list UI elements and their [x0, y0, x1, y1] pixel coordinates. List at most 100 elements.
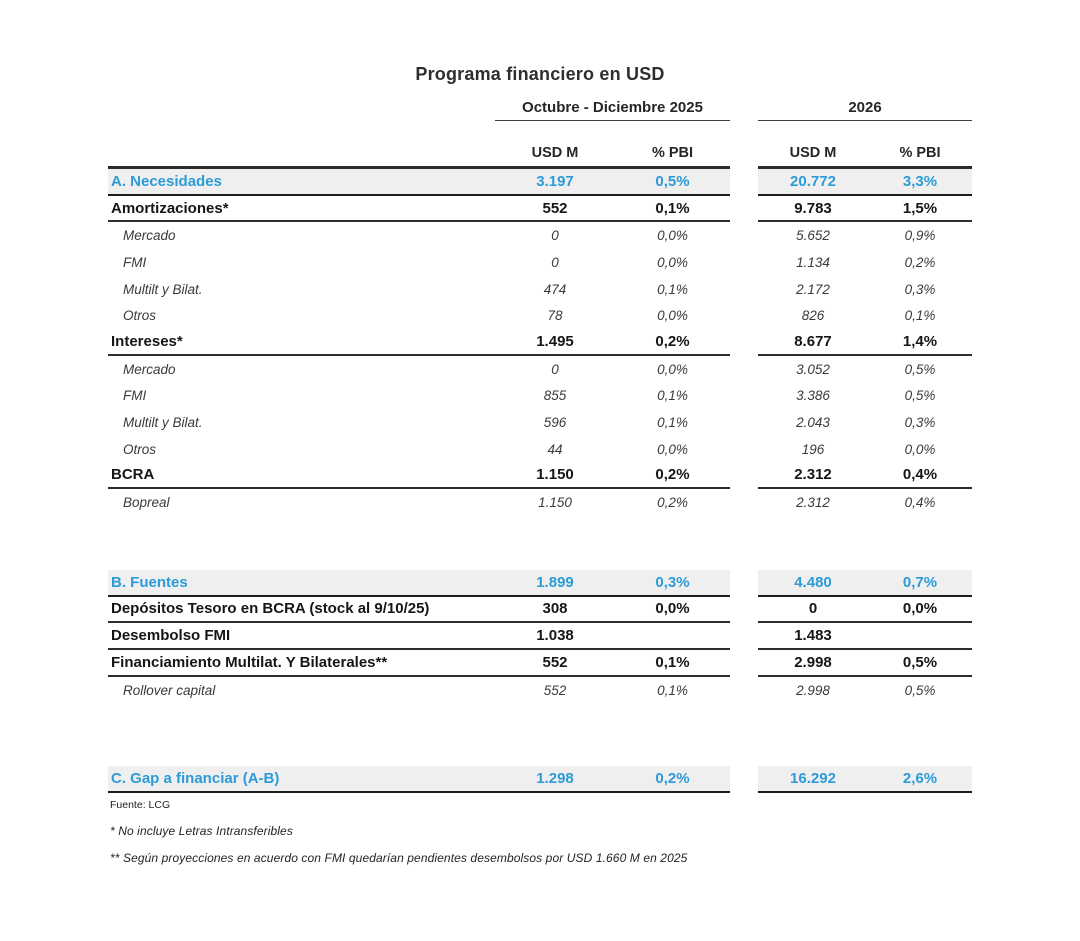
value-usdm-2025: 1.150 [495, 463, 615, 490]
column-gap [730, 650, 758, 677]
value-usdm-2026: 9.783 [758, 196, 868, 223]
value-usdm-2026: 1.483 [758, 623, 868, 650]
table-row: Otros 44 0,0% 196 0,0% [108, 435, 972, 463]
value-pbi-2026: 0,2% [904, 254, 936, 270]
row-label: Multilt y Bilat. [123, 281, 203, 297]
value-usdm-2025: 596 [543, 415, 567, 431]
column-gap [730, 195, 758, 223]
column-gap [730, 766, 758, 794]
row-label: BCRA [108, 463, 495, 490]
value-pbi-2026: 0,5% [868, 650, 972, 677]
value-pbi-2025: 0,0% [615, 597, 730, 624]
column-gap [730, 222, 758, 250]
row-label: FMI [123, 254, 147, 270]
value-pbi-2025: 0,0% [657, 254, 688, 270]
table-row: Multilt y Bilat. 474 0,1% 2.172 0,3% [108, 275, 972, 303]
value-usdm-2025: 855 [543, 388, 567, 404]
value-usdm-2025: 0 [551, 361, 559, 377]
col-header-pbi-2026: % PBI [899, 145, 941, 161]
column-gap [730, 249, 758, 276]
value-usdm-2025: 552 [495, 650, 615, 677]
value-pbi-2025: 0,0% [657, 308, 688, 324]
column-gap [730, 169, 758, 196]
sub-header-row: USD M % PBI USD M % PBI [108, 121, 972, 169]
value-pbi-2026: 0,5% [904, 682, 936, 698]
column-gap [730, 329, 758, 356]
value-usdm-2025: 3.197 [495, 169, 615, 196]
row-label: C. Gap a financiar (A-B) [108, 766, 495, 794]
source-note: Fuente: LCG [110, 799, 171, 812]
value-pbi-2026: 0,4% [904, 495, 936, 511]
table-body: A. Necesidades 3.197 0,5% 20.772 3,3% Amortiz… [108, 169, 972, 794]
column-gap [730, 596, 758, 624]
value-pbi-2026: 0,0% [904, 441, 936, 457]
table-row: Financiamiento Multilat. Y Bilaterales**… [108, 650, 972, 677]
row-label: Rollover capital [123, 682, 216, 698]
column-gap [730, 676, 758, 704]
value-usdm-2026: 2.312 [796, 495, 830, 511]
row-label: FMI [123, 388, 147, 404]
table-row: Mercado 0 0,0% 3.052 0,5% [108, 355, 972, 383]
value-usdm-2025: 552 [543, 682, 567, 698]
table-row: Intereses* 1.495 0,2% 8.677 1,4% [108, 329, 972, 356]
column-gap [730, 355, 758, 383]
row-label: Financiamiento Multilat. Y Bilaterales** [108, 650, 495, 677]
table-row: FMI 0 0,0% 1.134 0,2% [108, 249, 972, 276]
value-pbi-2026: 2,6% [868, 766, 972, 794]
value-pbi-2026: 0,1% [904, 308, 936, 324]
table-row: B. Fuentes 1.899 0,3% 4.480 0,7% [108, 569, 972, 597]
value-usdm-2026: 3.052 [796, 361, 830, 377]
financial-program-sheet: Programa financiero en USD Octubre - Dic… [108, 64, 972, 865]
value-pbi-2025: 0,2% [615, 329, 730, 356]
table-row: A. Necesidades 3.197 0,5% 20.772 3,3% [108, 169, 972, 196]
value-pbi-2025: 0,1% [657, 388, 688, 404]
value-pbi-2025: 0,0% [657, 441, 688, 457]
value-usdm-2025: 0 [551, 228, 559, 244]
value-pbi-2026: 0,5% [904, 388, 936, 404]
value-usdm-2025: 78 [547, 308, 563, 324]
value-usdm-2026: 5.652 [796, 228, 830, 244]
column-gap [730, 462, 758, 490]
value-usdm-2025: 1.899 [495, 569, 615, 597]
table-row: Bopreal 1.150 0,2% 2.312 0,4% [108, 489, 972, 516]
value-pbi-2026 [868, 623, 972, 650]
section-gap [108, 516, 972, 570]
value-pbi-2026: 0,3% [904, 415, 936, 431]
value-usdm-2025: 1.150 [538, 495, 572, 511]
col-header-pbi-2025: % PBI [651, 145, 694, 161]
value-usdm-2026: 8.677 [758, 329, 868, 356]
row-label: Depósitos Tesoro en BCRA (stock al 9/10/… [108, 597, 495, 624]
value-usdm-2026: 2.312 [758, 463, 868, 490]
value-usdm-2025: 308 [495, 597, 615, 624]
value-pbi-2026: 1,5% [868, 196, 972, 223]
value-usdm-2025: 552 [495, 196, 615, 223]
value-usdm-2025: 474 [543, 281, 567, 297]
value-usdm-2025: 1.495 [495, 329, 615, 356]
col-header-usdm-2025: USD M [531, 145, 579, 161]
page-title: Programa financiero en USD [415, 64, 665, 84]
column-gap [730, 121, 758, 169]
row-label: Bopreal [123, 495, 170, 511]
table-row: FMI 855 0,1% 3.386 0,5% [108, 382, 972, 410]
row-label: Desembolso FMI [108, 623, 495, 650]
value-pbi-2026: 0,0% [868, 597, 972, 624]
row-label: Mercado [123, 228, 176, 244]
column-gap [730, 569, 758, 597]
value-pbi-2025: 0,1% [657, 281, 688, 297]
row-label: A. Necesidades [108, 169, 495, 196]
row-label: Multilt y Bilat. [123, 415, 203, 431]
value-pbi-2025: 0,1% [615, 650, 730, 677]
value-pbi-2026: 3,3% [868, 169, 972, 196]
value-usdm-2025: 44 [547, 441, 563, 457]
col-header-usdm-2026: USD M [789, 145, 837, 161]
row-label: Otros [123, 308, 157, 324]
table-row: BCRA 1.150 0,2% 2.312 0,4% [108, 462, 972, 490]
value-pbi-2025: 0,1% [657, 415, 688, 431]
footnote-2: ** Según proyecciones en acuerdo con FMI… [110, 851, 688, 866]
table-row: Mercado 0 0,0% 5.652 0,9% [108, 222, 972, 250]
value-pbi-2025: 0,1% [657, 682, 688, 698]
value-usdm-2026: 2.998 [758, 650, 868, 677]
value-pbi-2026: 0,4% [868, 463, 972, 490]
value-pbi-2025: 0,0% [657, 361, 688, 377]
value-pbi-2026: 1,4% [868, 329, 972, 356]
